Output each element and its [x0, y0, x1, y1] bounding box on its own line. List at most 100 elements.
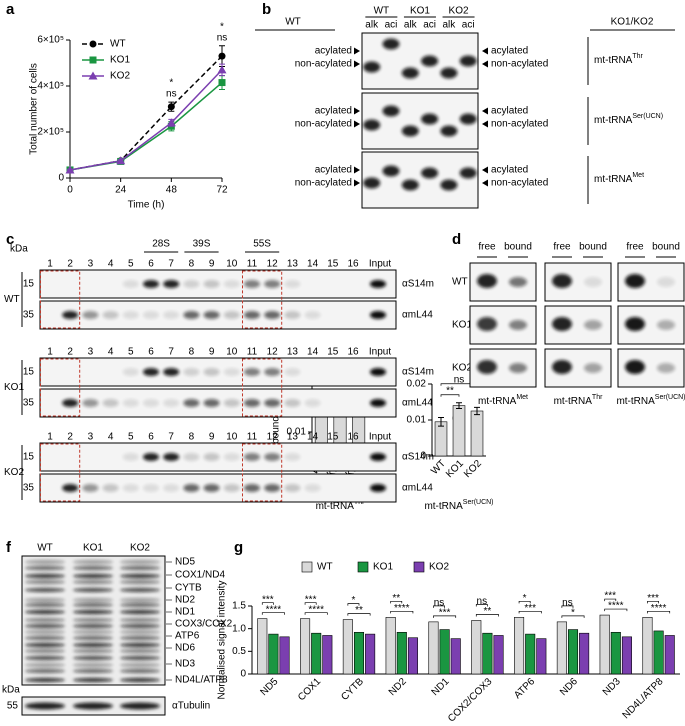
fraction-label: 2 [67, 432, 73, 443]
blot-band [120, 565, 160, 571]
significance-label: ** [484, 606, 492, 617]
significance-label: ** [392, 593, 400, 604]
annotation: ns [166, 89, 177, 100]
marker [217, 65, 227, 74]
fraction-label: 11 [247, 347, 258, 358]
blot-band [584, 363, 602, 373]
legend-label: WT [110, 39, 126, 50]
band-label: non-acylated [295, 59, 352, 70]
fraction-label: 14 [307, 432, 319, 443]
blot-band [264, 453, 281, 461]
blot-frame [361, 92, 479, 150]
sample-label: WT [452, 277, 468, 288]
blot-band [203, 280, 220, 288]
bar [385, 617, 396, 675]
blot-band [440, 67, 458, 79]
fraction-label: bound [652, 242, 680, 253]
blot-band [421, 167, 439, 179]
antibody-label: αmL44 [402, 483, 433, 494]
blot-band [120, 702, 160, 710]
blot-band [73, 635, 113, 641]
blot-band [120, 609, 160, 615]
column-label: WT [374, 6, 390, 17]
fraction-label: 4 [108, 432, 114, 443]
blot-band [459, 55, 477, 67]
blot-band [143, 368, 159, 376]
highlight-box [40, 358, 81, 417]
fraction-label: 6 [148, 259, 154, 270]
bar [621, 636, 632, 675]
blot-band [382, 165, 400, 177]
blot-band [143, 280, 159, 288]
x-tick-label: ND3 [601, 676, 623, 698]
protein-label: ATP6 [175, 631, 200, 642]
blot-band [62, 399, 79, 407]
bar [599, 614, 610, 675]
significance-bracket [518, 600, 531, 604]
blot-band [203, 484, 220, 492]
blot-band [163, 368, 180, 376]
blot-band [25, 623, 65, 629]
blot-band [223, 368, 240, 376]
column-label: KO1 [410, 6, 430, 17]
input-label: Input [369, 432, 391, 443]
trna-label-sup: Thr [592, 394, 603, 401]
band-label: acylated [315, 46, 352, 57]
fraction-label: 12 [267, 259, 279, 270]
y-tick-label: 0 [240, 669, 246, 680]
bar [493, 635, 504, 675]
fraction-label: 10 [226, 432, 238, 443]
significance-label: * [571, 608, 575, 619]
y-tick-label: 1.0 [232, 623, 246, 634]
fraction-label: 7 [168, 432, 174, 443]
fraction-label: bound [579, 242, 607, 253]
blot-band [62, 484, 79, 492]
blot-band [25, 602, 65, 608]
fraction-label: 4 [108, 259, 114, 270]
trna-label-sup: Thr [632, 53, 643, 60]
blot-band [82, 311, 99, 319]
panel-label: f [6, 539, 12, 556]
significance-label: ns [477, 596, 488, 607]
bar [536, 638, 547, 675]
trna-label-base: mt-tRNA [594, 174, 633, 185]
blot-band [73, 677, 113, 683]
legend-label: KO2 [429, 562, 449, 573]
marker [218, 52, 226, 60]
blot-band [120, 642, 160, 648]
blot-band [25, 565, 65, 571]
input-label: Input [369, 347, 391, 358]
blot-band [401, 67, 419, 79]
x-axis-label-sup: Ser(UCN) [463, 499, 494, 506]
significance-label: ** [446, 385, 454, 396]
blot-band [120, 579, 160, 585]
blot-band [163, 280, 180, 288]
significance-bracket [304, 602, 317, 605]
x-tick-label: COX2/COX3 [446, 676, 495, 725]
blot-band [657, 363, 675, 373]
blot-band [625, 360, 645, 374]
significance-bracket [440, 394, 460, 397]
blot-band [25, 629, 65, 635]
significance-bracket [647, 600, 659, 604]
bar [610, 631, 621, 675]
blot-band [120, 573, 160, 579]
x-axis-label-base: mt-tRNA [316, 501, 355, 512]
arrow [482, 107, 488, 115]
blot-band [25, 648, 65, 654]
blot-band [509, 320, 527, 330]
significance-bracket [561, 605, 574, 608]
fraction-label: free [626, 242, 644, 253]
lane-label: aci [423, 20, 436, 31]
annotation: * [169, 78, 173, 89]
band-label: acylated [491, 46, 528, 57]
blot-band [120, 655, 160, 661]
y-tick-label: 2×10⁵ [37, 127, 64, 138]
x-tick-label: ND2 [387, 676, 409, 698]
fraction-label: 2 [67, 259, 73, 270]
antibody-label: αmL44 [402, 310, 433, 321]
fraction-label: bound [504, 242, 532, 253]
peak-label: 39S [193, 239, 211, 250]
y-tick-label: 4×10⁵ [37, 81, 64, 92]
x-tick-label: CYTB [339, 676, 366, 703]
